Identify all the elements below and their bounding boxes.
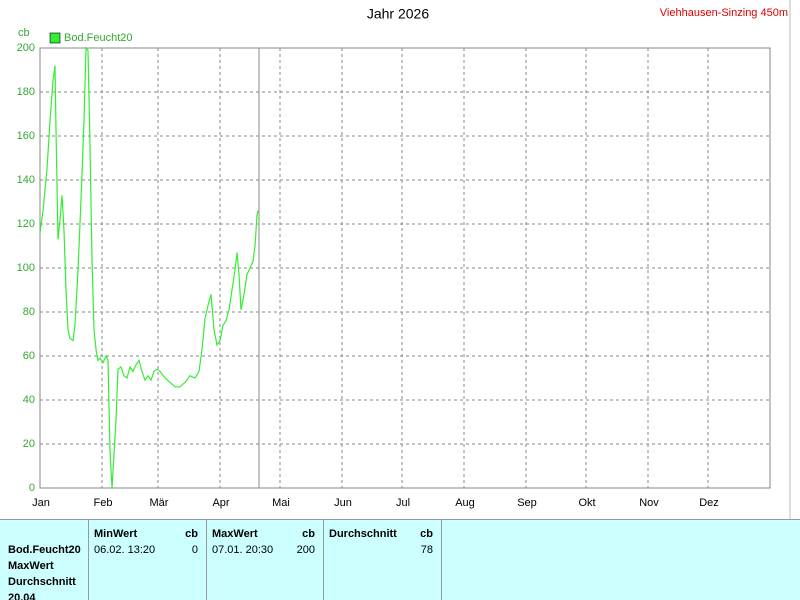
chart-title: Jahr 2026 [367,6,429,22]
x-tick-label: Aug [455,497,475,509]
series-line [39,46,259,489]
stat-column: Durchschnitt cb 78 [323,520,442,600]
x-tick-label: Dez [699,497,719,509]
x-tick-label: Feb [94,497,113,509]
y-tick-label: 160 [17,130,35,142]
y-axis-label: cb [18,27,30,39]
y-tick-label: 120 [17,218,35,230]
y-tick-label: 180 [17,86,35,98]
stat-column: MaxWert cb 07.01. 20:30 200 [206,520,324,600]
x-tick-label: Mai [272,497,290,509]
stat-unit: cb [302,528,315,540]
x-tick-label: Okt [578,497,595,509]
x-tick-label: Jul [396,497,410,509]
legend-swatch [49,32,61,44]
x-tick-label: Jun [334,497,352,509]
chart: Jahr 2026 Viehhausen-Sinzing 450m cb 0 20… [17,0,791,519]
x-tick-label: Jan [32,497,50,509]
station-label: Viehhausen-Sinzing 450m [660,7,788,19]
stat-header: Durchschnitt [329,528,397,540]
stat-date: 06.02. 13:20 [94,544,156,556]
y-tick-label: 200 [17,42,35,54]
stat-value: 200 [296,544,315,556]
stat-value: 78 [420,544,433,556]
row-label: 20.04 [8,592,36,600]
y-tick-label: 20 [23,438,35,450]
y-tick-label: 80 [23,306,35,318]
row-label-column: Bod.Feucht20 MaxWert Durchschnitt 20.04 [0,520,89,600]
y-tick-label: 140 [17,174,35,186]
y-tick-label: 60 [23,350,35,362]
x-tick-label: Nov [639,497,659,509]
row-label: Bod.Feucht20 [8,544,81,556]
row-label: MaxWert [8,560,54,572]
stat-unit: cb [420,528,433,540]
row-label: Durchschnitt [8,576,76,588]
stat-column: MinWert cb 06.02. 13:20 0 [88,520,207,600]
x-tick-label: Mär [150,497,169,509]
x-tick-label: Apr [212,497,229,509]
stat-header: MaxWert [212,528,258,540]
stat-unit: cb [185,528,198,540]
y-tick-label: 100 [17,262,35,274]
x-tick-label: Sep [517,497,537,509]
y-tick-label: 0 [29,482,35,494]
legend-label: Bod.Feucht20 [64,32,133,44]
y-tick-label: 40 [23,394,35,406]
stat-header: MinWert [94,528,138,540]
stat-value: 0 [191,544,198,556]
stat-date: 07.01. 20:30 [212,544,274,556]
stats-panel: Bod.Feucht20 MaxWert Durchschnitt 20.04 MinW… [0,519,800,600]
